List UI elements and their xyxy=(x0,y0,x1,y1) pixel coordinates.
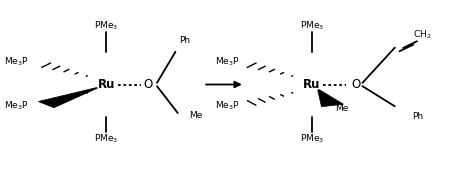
Text: PMe$_3$: PMe$_3$ xyxy=(94,132,118,145)
Text: Me: Me xyxy=(189,111,203,120)
Polygon shape xyxy=(318,90,344,107)
Text: Ph: Ph xyxy=(179,36,190,45)
Text: Ph: Ph xyxy=(412,112,423,121)
Text: O: O xyxy=(351,78,360,91)
Text: Ru: Ru xyxy=(303,78,320,91)
Text: Me$_3$P: Me$_3$P xyxy=(4,56,29,68)
Text: Me$_3$P: Me$_3$P xyxy=(215,99,240,112)
Text: PMe$_3$: PMe$_3$ xyxy=(300,19,324,32)
Text: Me: Me xyxy=(335,104,348,113)
Text: O: O xyxy=(143,78,152,91)
Text: CH$_2$: CH$_2$ xyxy=(413,28,432,41)
Text: Me$_3$P: Me$_3$P xyxy=(215,56,240,68)
Text: PMe$_3$: PMe$_3$ xyxy=(94,19,118,32)
Text: Ru: Ru xyxy=(98,78,115,91)
Text: Me$_3$P: Me$_3$P xyxy=(4,99,29,112)
Text: PMe$_3$: PMe$_3$ xyxy=(300,132,324,145)
Polygon shape xyxy=(38,88,98,108)
